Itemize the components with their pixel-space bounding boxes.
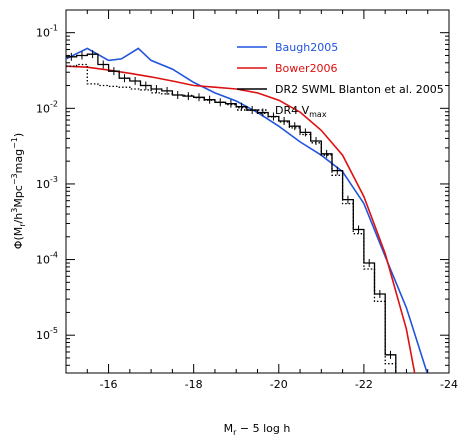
legend-label: Bower2006 [275,62,338,75]
series-3-line [66,53,397,373]
y-tick-label: 10-4 [36,251,58,267]
y-tick-label: 10-2 [36,99,58,115]
y-tick-label: 10-5 [36,326,58,342]
series-4-line [66,63,397,373]
legend: Baugh2005 Bower2006 DR2 SWML Blanton et al… [237,41,444,119]
y-tick-label: 10-3 [36,175,58,191]
y-axis-label: Φ(Mr/h3Mpc−3mag−1) [10,133,27,249]
x-tick-label: -18 [185,378,203,391]
legend-label: Baugh2005 [275,41,338,54]
series-layer [66,47,428,373]
x-tick-label: -16 [100,378,118,391]
series-1-line [66,47,428,373]
ticks-layer: -16 -18 -20 -22 -24 10-5 10-4 10-3 10-2 10-1 [36,10,458,391]
x-tick-label: -22 [355,378,373,391]
plot-frame [65,9,450,374]
y-tick-label: 10-1 [36,24,58,40]
x-axis-label: Mr − 5 log h [224,422,291,437]
x-tick-label: -24 [440,378,458,391]
plot-area [65,9,450,374]
x-tick-label: -20 [270,378,288,391]
series-2-line [66,65,416,373]
legend-label: DR4 Vmax [275,104,327,119]
legend-label: DR2 SWML Blanton et al. 2005 [275,83,444,96]
